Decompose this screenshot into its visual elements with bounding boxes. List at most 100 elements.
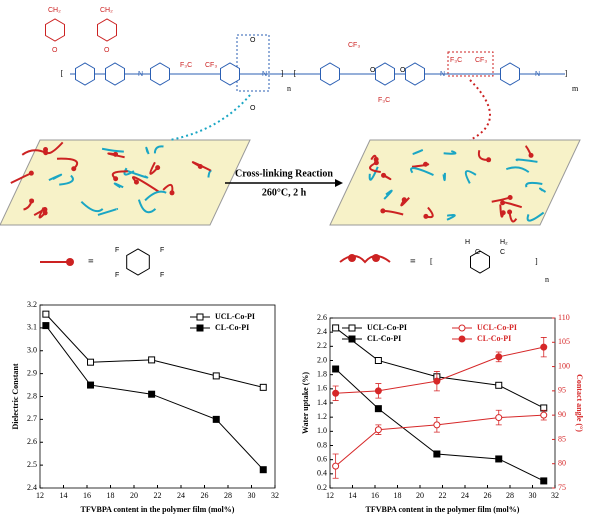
polymer-chains [10,141,547,223]
chain-end [500,210,506,216]
legend-label: CL-Co-PI [477,334,511,343]
x-tick-label: 24 [461,491,469,500]
chain-end [500,200,506,206]
y-tick-label: 2.7 [27,414,37,423]
legend-marker [348,335,356,343]
atom: CH₂ [48,7,61,14]
chain [368,166,379,181]
ring [405,62,425,86]
marker [433,450,441,458]
atom: N [440,71,445,78]
atom: CH₂ [100,7,113,14]
chain-end [133,179,139,185]
marker [42,310,50,318]
y-tick-label: 1.6 [317,384,327,393]
chain-end [423,161,429,167]
atom: CF₃ [205,62,217,69]
atom: H [465,239,470,246]
chain-end [373,160,379,166]
bracket: [ [430,257,433,266]
ring [320,62,340,86]
plot-frame [329,317,556,489]
chain [144,190,167,202]
marker [87,381,95,389]
chain-end [155,165,161,171]
chain-end [42,210,48,216]
marker [332,462,340,470]
legend-marker [196,313,204,321]
y2-tick-label: 80 [558,459,566,468]
marker [259,466,267,474]
y2-tick-label: 90 [558,410,566,419]
marker [259,383,267,391]
marker [433,377,441,385]
chain-end [43,150,49,156]
ring [220,62,240,86]
x-tick-label: 30 [529,491,537,500]
chain-end [29,198,35,204]
y-tick-label: 2.4 [27,483,37,492]
marker [374,387,382,395]
x-axis-label: TFVBPA content in the polymer film (mol%… [366,505,520,514]
chain [97,207,119,216]
y-tick-label: 2.0 [317,355,327,364]
ring [470,250,490,274]
chain-end [28,170,34,176]
y-tick-label: 0.2 [317,483,327,492]
marker [332,389,340,397]
y-tick-label: 3.1 [27,323,37,332]
legend-label: CL-Co-PI [215,323,249,332]
chain [149,161,159,175]
atom: F₃C [378,97,390,104]
arrow-head [335,179,343,187]
highlight-box [236,34,270,92]
repeat-n: n [545,275,549,284]
y-tick-label: 0.8 [317,440,327,449]
equals: = [410,256,416,267]
y2-tick-label: 110 [558,313,570,322]
chain [515,158,538,163]
y-tick-label: 2.8 [27,391,37,400]
chain [126,169,149,179]
x-tick-label: 32 [271,491,279,500]
atom: O [104,47,110,54]
bracket: ] [535,257,538,266]
chain [153,145,164,154]
ring [375,62,395,86]
y-tick-label: 2.6 [317,313,327,322]
chain [131,176,159,193]
chart: 12 14 16 18 20 22 24 26 28 30 32 0.2 0.4 0.6 0.8 1.0 1.2… [301,313,584,514]
atom: N [535,71,540,78]
atom: O [250,37,256,44]
x-tick-label: 18 [107,491,115,500]
link-arrow [169,94,251,141]
chain [410,167,434,176]
legend-label: UCL-Co-PI [215,312,255,321]
marker [540,411,548,419]
chain [412,149,424,155]
atom: O [370,67,376,74]
series-line [335,346,544,394]
reaction-conditions: 260°C, 2 h [262,187,307,198]
membrane [0,139,251,226]
marker [87,358,95,366]
marker [374,405,382,413]
atom: C [500,249,505,256]
bracket: ] [281,69,284,78]
chain-end [507,195,513,201]
chain [442,172,446,182]
legend-label: UCL-Co-PI [477,323,517,332]
marker [332,365,340,373]
chain-end [113,176,119,182]
y2-tick-label: 105 [558,337,570,346]
chain [443,150,457,155]
repeat-n: n [287,84,291,93]
chain [137,199,157,214]
crosslinked-symbol [372,254,380,262]
chain [505,166,530,173]
y-tick-label: 3.2 [27,300,37,309]
chain [525,181,543,188]
ring [45,18,65,42]
marker [540,477,548,485]
